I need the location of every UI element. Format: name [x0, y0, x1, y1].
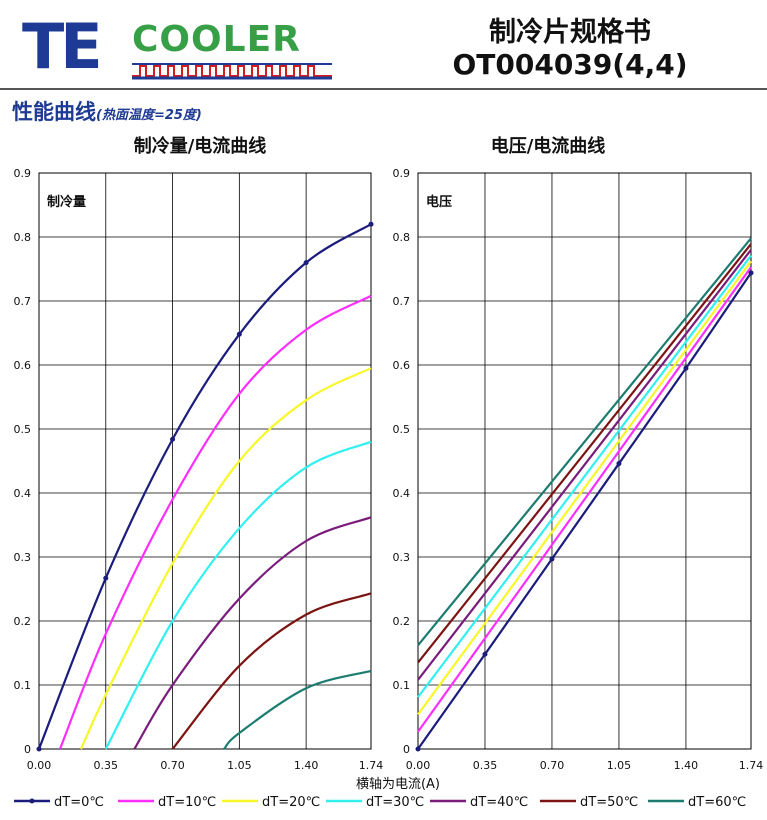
x-tick-label: 1.40	[674, 759, 699, 772]
data-point	[103, 575, 109, 581]
x-tick-label: 0.00	[27, 759, 52, 772]
data-point	[616, 461, 622, 467]
y-tick-label: 0.6	[14, 359, 32, 372]
series-line-10	[417, 266, 752, 733]
y-tick-label: 0.7	[14, 295, 32, 308]
data-point	[415, 746, 421, 752]
legend: dT=0℃ dT=10℃ dT=20℃ dT=30℃ dT=40℃ dT=50℃ dT=60…	[14, 795, 746, 810]
y-tick-label: 0.5	[393, 423, 411, 436]
chart-title: 电压/电流曲线	[491, 135, 606, 157]
x-tick-label: 0.70	[160, 759, 185, 772]
y-tick-label: 0.8	[393, 231, 411, 244]
inner-axis-label: 电压	[426, 194, 452, 210]
model-number: OT004039(4,4)	[452, 48, 688, 81]
legend-label: dT=60℃	[688, 795, 746, 810]
x-tick-label: 0.35	[94, 759, 119, 772]
legend-label: dT=20℃	[262, 795, 320, 810]
y-tick-label: 0.9	[14, 167, 32, 180]
series-line-0	[417, 272, 752, 750]
header-divider	[0, 88, 767, 90]
series-line-20	[417, 260, 752, 716]
series-line-50	[417, 243, 752, 664]
legend-label: dT=50℃	[580, 795, 638, 810]
plot-frame	[38, 172, 372, 750]
y-tick-label: 0.1	[393, 679, 411, 692]
legend-label: dT=0℃	[54, 795, 104, 810]
legend-label: dT=30℃	[366, 795, 424, 810]
y-tick-label: 0.2	[14, 615, 32, 628]
x-tick-label: 0.35	[473, 759, 498, 772]
te-cooler-logo: TE COOLER	[22, 12, 332, 82]
y-tick-label: 0.7	[393, 295, 411, 308]
data-point	[236, 331, 242, 337]
data-point	[748, 270, 754, 276]
y-tick-label: 0.3	[393, 551, 411, 564]
x-tick-label: 1.05	[227, 759, 252, 772]
x-tick-label: 0.00	[406, 759, 431, 772]
logo-wave-icon	[132, 62, 332, 80]
series-line-60	[223, 669, 372, 750]
y-tick-label: 0.8	[14, 231, 32, 244]
series-line-30	[104, 440, 372, 750]
cooling-capacity-chart: 制冷量/电流曲线 0 0.1 0.2 0.3 0.4 0.5 0.6 0.7 0.8 0.9 0.00…	[14, 135, 384, 772]
legend-label: dT=40℃	[470, 795, 528, 810]
x-axis-label-group: 横轴为电流(A)	[356, 777, 440, 792]
logo-te: TE	[22, 10, 103, 83]
legend-marker	[29, 798, 35, 804]
y-tick-label: 0.6	[393, 359, 411, 372]
voltage-chart: 电压/电流曲线 0 0.1 0.2 0.3 0.4 0.5 0.6 0.7 0.8 0.9 0.00 0…	[393, 135, 764, 772]
series-line-40	[133, 516, 372, 750]
y-tick-label: 0.4	[14, 487, 32, 500]
y-tick-label: 0.3	[14, 551, 32, 564]
section-title: 性能曲线(热面温度=25度)	[12, 96, 202, 126]
y-tick-label: 0.2	[393, 615, 411, 628]
series-line-60	[417, 237, 752, 647]
section-title-text: 性能曲线	[12, 100, 96, 124]
x-tick-label: 1.74	[739, 759, 764, 772]
logo-cooler-text: COOLER	[132, 19, 301, 60]
data-point	[170, 436, 176, 442]
data-point	[549, 556, 555, 562]
document-title: 制冷片规格书	[489, 17, 651, 48]
header: TE COOLER 制冷片规格书 OT004039(4,4)	[0, 0, 767, 92]
section-subtitle: (热面温度=25度)	[96, 108, 202, 123]
y-tick-label: 0	[24, 743, 31, 756]
data-point	[36, 746, 42, 752]
legend-label: dT=10℃	[158, 795, 216, 810]
y-tick-label: 0.5	[14, 423, 32, 436]
x-axis-label: 横轴为电流(A)	[356, 777, 440, 792]
series-line-50	[171, 592, 372, 750]
series-line-30	[417, 254, 752, 698]
data-point	[683, 365, 689, 371]
x-tick-label: 1.74	[359, 759, 384, 772]
inner-axis-label: 制冷量	[47, 194, 86, 210]
series-line-40	[417, 249, 752, 681]
data-point	[303, 260, 309, 266]
y-tick-label: 0.9	[393, 167, 411, 180]
y-tick-label: 0.4	[393, 487, 411, 500]
y-tick-label: 0.1	[14, 679, 32, 692]
data-point	[482, 651, 488, 657]
series-line-20	[79, 367, 372, 750]
chart-title: 制冷量/电流曲线	[134, 135, 267, 157]
y-tick-label: 0	[403, 743, 410, 756]
x-tick-label: 0.70	[540, 759, 565, 772]
logo-te-text: TE	[22, 10, 103, 83]
series-line-10	[58, 294, 372, 750]
x-tick-label: 1.40	[294, 759, 319, 772]
data-point	[368, 221, 374, 227]
x-tick-label: 1.05	[607, 759, 632, 772]
